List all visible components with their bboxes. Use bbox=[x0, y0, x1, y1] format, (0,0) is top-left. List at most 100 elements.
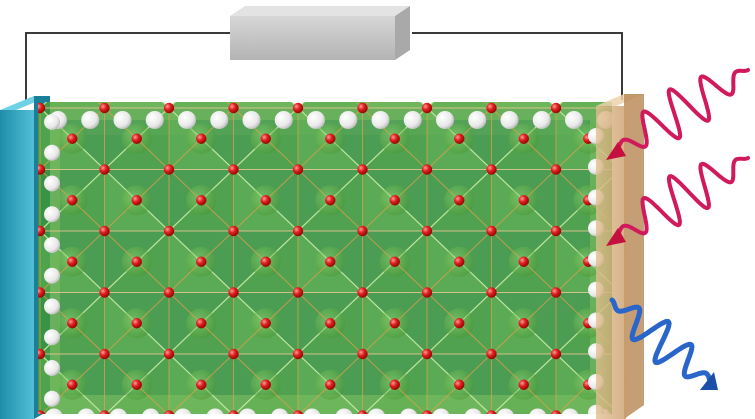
white-atom bbox=[44, 237, 60, 253]
bond bbox=[136, 261, 170, 293]
octahedron-facet bbox=[493, 354, 556, 414]
emitted-wave-arrowhead bbox=[700, 372, 718, 390]
bond bbox=[394, 292, 428, 324]
oxygen-atom bbox=[421, 348, 433, 360]
white-atom bbox=[44, 144, 60, 161]
oxygen-atom bbox=[131, 256, 142, 267]
bond bbox=[104, 199, 138, 232]
bond bbox=[458, 322, 492, 355]
white-atom bbox=[44, 267, 60, 284]
oxygen-atom bbox=[67, 256, 78, 267]
bond bbox=[362, 199, 396, 232]
octahedron-facet bbox=[40, 102, 105, 108]
white-atom bbox=[500, 111, 519, 129]
bond bbox=[426, 261, 460, 293]
white-atom bbox=[44, 298, 60, 315]
oxygen-atom bbox=[389, 318, 400, 329]
bond bbox=[297, 169, 331, 201]
bond bbox=[394, 138, 428, 170]
oxygen-atom bbox=[292, 225, 304, 237]
oxygen-atom bbox=[325, 133, 336, 144]
bond bbox=[355, 102, 363, 109]
white-atom bbox=[497, 408, 514, 414]
oxygen-atom bbox=[228, 164, 239, 175]
oxygen-atom bbox=[421, 164, 433, 175]
bond bbox=[458, 353, 492, 386]
oxygen-atom bbox=[228, 102, 239, 114]
bond bbox=[394, 169, 428, 201]
octahedron-facet bbox=[104, 102, 169, 108]
oxygen-atom bbox=[292, 102, 304, 114]
white-atom bbox=[206, 408, 224, 414]
oxygen-atom bbox=[325, 318, 336, 329]
bond bbox=[555, 292, 589, 324]
oxygen-atom bbox=[550, 164, 562, 175]
load-box bbox=[230, 6, 410, 60]
bond bbox=[200, 353, 234, 386]
oxygen-atom bbox=[421, 225, 433, 237]
oxygen-atom bbox=[357, 164, 368, 175]
white-atom bbox=[110, 408, 127, 414]
bond bbox=[524, 416, 556, 419]
oxygen-atom bbox=[518, 256, 529, 267]
oxygen-atom bbox=[550, 102, 562, 114]
oxygen-atom bbox=[164, 410, 174, 414]
white-atom bbox=[335, 408, 353, 414]
bond bbox=[137, 416, 169, 419]
oxygen-atom bbox=[228, 348, 239, 360]
oxygen-atom bbox=[357, 348, 368, 360]
oxygen-atom bbox=[292, 348, 304, 360]
white-atom bbox=[432, 408, 450, 414]
incident-wave-lower bbox=[606, 156, 750, 246]
bond bbox=[426, 138, 460, 170]
oxygen-atom bbox=[518, 195, 529, 206]
white-atom bbox=[464, 408, 482, 414]
white-atom bbox=[113, 111, 132, 129]
bond bbox=[298, 384, 331, 414]
oxygen-atom bbox=[325, 379, 336, 390]
bond bbox=[136, 138, 170, 170]
bond bbox=[104, 230, 138, 263]
bond bbox=[523, 138, 557, 170]
oxygen-atom bbox=[518, 133, 529, 144]
bond bbox=[200, 322, 234, 355]
bond bbox=[556, 416, 588, 419]
bond bbox=[523, 384, 556, 414]
oxygen-atom bbox=[292, 287, 304, 298]
oxygen-atom bbox=[260, 379, 271, 390]
oxygen-atom bbox=[196, 256, 207, 267]
bond bbox=[136, 292, 170, 324]
bond bbox=[484, 102, 492, 109]
octahedron-facet bbox=[298, 102, 363, 108]
bond bbox=[329, 230, 363, 263]
white-atom bbox=[45, 408, 63, 414]
oxygen-atom bbox=[389, 379, 400, 390]
bond bbox=[265, 384, 298, 414]
bond bbox=[265, 138, 299, 170]
bond bbox=[265, 169, 299, 201]
octahedral-lattice bbox=[38, 102, 612, 419]
oxygen-atom bbox=[550, 287, 562, 298]
bond bbox=[395, 416, 427, 419]
oxygen-atom bbox=[131, 133, 142, 144]
oxygen-atom bbox=[67, 195, 78, 206]
oxygen-atom bbox=[486, 164, 497, 175]
incident-wave-lower-arrowhead bbox=[606, 228, 626, 246]
white-atom bbox=[565, 111, 583, 129]
white-atom bbox=[44, 390, 60, 407]
incident-wave-upper-arrowhead bbox=[606, 142, 626, 160]
bond bbox=[329, 199, 363, 232]
oxygen-atom bbox=[38, 287, 46, 298]
oxygen-atom bbox=[486, 348, 497, 360]
oxygen-atom bbox=[486, 225, 497, 237]
bond bbox=[362, 102, 370, 109]
oxygen-atom bbox=[293, 410, 303, 414]
oxygen-atom bbox=[389, 133, 400, 144]
oxygen-atom bbox=[325, 256, 336, 267]
white-atom bbox=[368, 408, 385, 414]
oxygen-atom bbox=[486, 102, 497, 114]
bond bbox=[491, 353, 525, 386]
white-atom bbox=[561, 408, 579, 414]
bond bbox=[394, 261, 428, 293]
